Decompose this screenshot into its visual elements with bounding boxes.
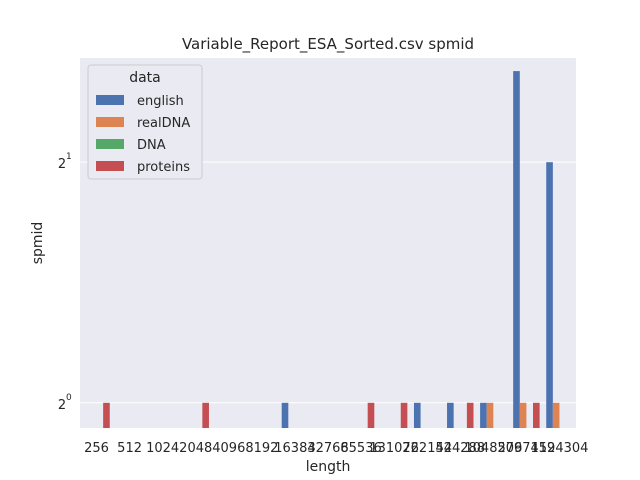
x-tick-label: 16384 bbox=[274, 441, 315, 456]
bars bbox=[103, 71, 560, 429]
legend-swatch-english bbox=[96, 95, 124, 105]
bar-english bbox=[281, 402, 289, 428]
x-tick-label: 4096 bbox=[212, 441, 245, 456]
bar-proteins bbox=[533, 402, 540, 428]
legend-swatch-realDNA bbox=[96, 117, 124, 127]
chart-title: Variable_Report_ESA_Sorted.csv spmid bbox=[182, 35, 474, 54]
bar-proteins bbox=[202, 402, 209, 428]
y-tick-exponent: 0 bbox=[66, 393, 72, 403]
legend-label-proteins: proteins bbox=[137, 160, 190, 175]
bar-english bbox=[546, 162, 553, 429]
x-axis-label: length bbox=[306, 459, 351, 475]
bar-proteins bbox=[367, 402, 375, 428]
x-tick-label: 1024 bbox=[146, 441, 179, 456]
x-tick-label: 32768 bbox=[307, 441, 348, 456]
x-tick-label: 524288 bbox=[435, 441, 485, 456]
x-tick-label: 1048576 bbox=[464, 441, 522, 456]
x-tick-label: 65536 bbox=[340, 441, 381, 456]
legend-label-DNA: DNA bbox=[137, 138, 166, 153]
y-ticks: 2 02 1 bbox=[58, 152, 72, 413]
legend: data english realDNA DNA proteins bbox=[87, 64, 203, 180]
x-tick-label: 262144 bbox=[402, 441, 452, 456]
x-tick-label: 8192 bbox=[245, 441, 278, 456]
bar-realDNA bbox=[552, 402, 560, 428]
x-tick-label: 512 bbox=[117, 441, 142, 456]
x-tick-label: 2097152 bbox=[497, 441, 555, 456]
legend-swatch-proteins bbox=[96, 161, 124, 171]
x-tick-label: 131072 bbox=[369, 441, 419, 456]
legend-box bbox=[87, 64, 203, 180]
x-tick-label: 256 bbox=[84, 441, 109, 456]
legend-label-english: english bbox=[137, 94, 184, 109]
bar-english bbox=[447, 402, 454, 428]
y-tick-base: 2 bbox=[58, 157, 66, 172]
bar-proteins bbox=[400, 402, 408, 428]
y-tick-base: 2 bbox=[58, 398, 66, 413]
x-tick-label: 4194304 bbox=[531, 441, 589, 456]
legend-label-realDNA: realDNA bbox=[137, 116, 190, 131]
bar-english bbox=[413, 402, 421, 428]
bar-english bbox=[513, 71, 520, 428]
y-axis-label: spmid bbox=[30, 222, 46, 265]
y-tick-exponent: 1 bbox=[66, 152, 72, 162]
bar-realDNA bbox=[519, 402, 527, 428]
bar-english bbox=[480, 402, 487, 428]
legend-swatch-DNA bbox=[96, 139, 124, 149]
bar-proteins bbox=[103, 402, 110, 428]
y-tick-label: 2 bbox=[58, 398, 66, 413]
x-tick-label: 2048 bbox=[179, 441, 212, 456]
bar-proteins bbox=[466, 402, 474, 428]
x-ticks: 256 512 1024 2048 4096 8192163843276865536131… bbox=[84, 441, 588, 456]
legend-title: data bbox=[129, 70, 161, 86]
bar-realDNA bbox=[486, 402, 494, 428]
y-tick-label: 2 bbox=[58, 157, 66, 172]
